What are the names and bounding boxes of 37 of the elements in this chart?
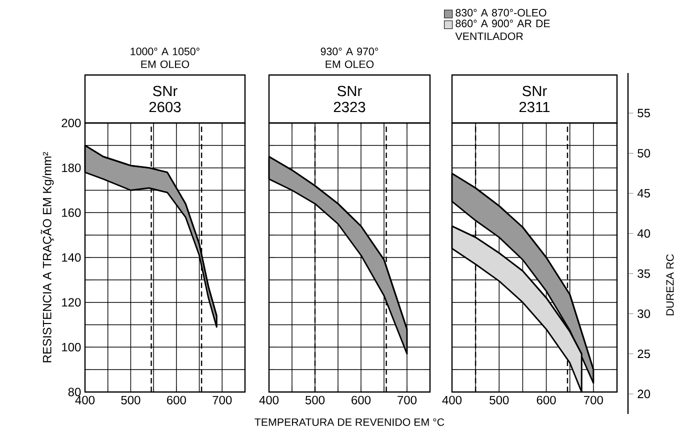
y-tick-label: 80 [68,388,81,396]
y-tick-label: 180 [62,164,81,172]
text: 30 [638,309,650,318]
x-tick-label: 500 [305,396,325,404]
chart-subtitle: 1000° A 1050° EM OLEO [130,48,200,68]
x-tick-label: 600 [167,396,186,404]
x-tick-label: 400 [259,396,279,404]
text: 40 [637,229,650,238]
text: 50 [638,148,650,158]
x-tick-label: 400 [442,396,462,404]
text: 45 [637,189,650,198]
legend-label: 830° A 870°-OLEO [456,8,546,16]
y2-axis-title: DUREZA RC [666,254,674,316]
y-tick-label: 200 [62,118,81,128]
chart-title: SNr 2311 [519,86,550,112]
chart-title: SNr 2603 [149,86,181,112]
text: 35 [638,269,650,278]
x-tick-label: 700 [212,396,232,404]
x-tick-label: 500 [490,396,509,404]
y-tick-label: 120 [62,298,81,307]
legend-label: 860° A 900° AR DE VENTILADOR [455,20,550,40]
y-tick-label: 100 [62,342,81,352]
chart-title: SNr 2323 [334,86,366,112]
x-tick-label: 700 [584,396,603,404]
chart-subtitle: 930° A 970° EM OLEO [320,48,378,68]
text: 55 [638,108,650,118]
x-tick-label: 500 [121,396,140,404]
y-tick-label: 140 [62,253,81,262]
text: 25 [638,350,650,358]
x-tick-label: 600 [536,396,556,404]
text: 20 [638,390,650,398]
x-tick-label: 700 [398,396,417,404]
y-axis-title: RESISTENCIA A TRAÇÃO EM Kg/mm² [40,152,54,362]
x-tick-label: 600 [352,396,371,404]
y-tick-label: 160 [62,208,81,217]
x-axis-title: TEMPERATURA DE REVENIDO EM °C [254,418,444,426]
x-tick-label: 400 [75,396,95,404]
